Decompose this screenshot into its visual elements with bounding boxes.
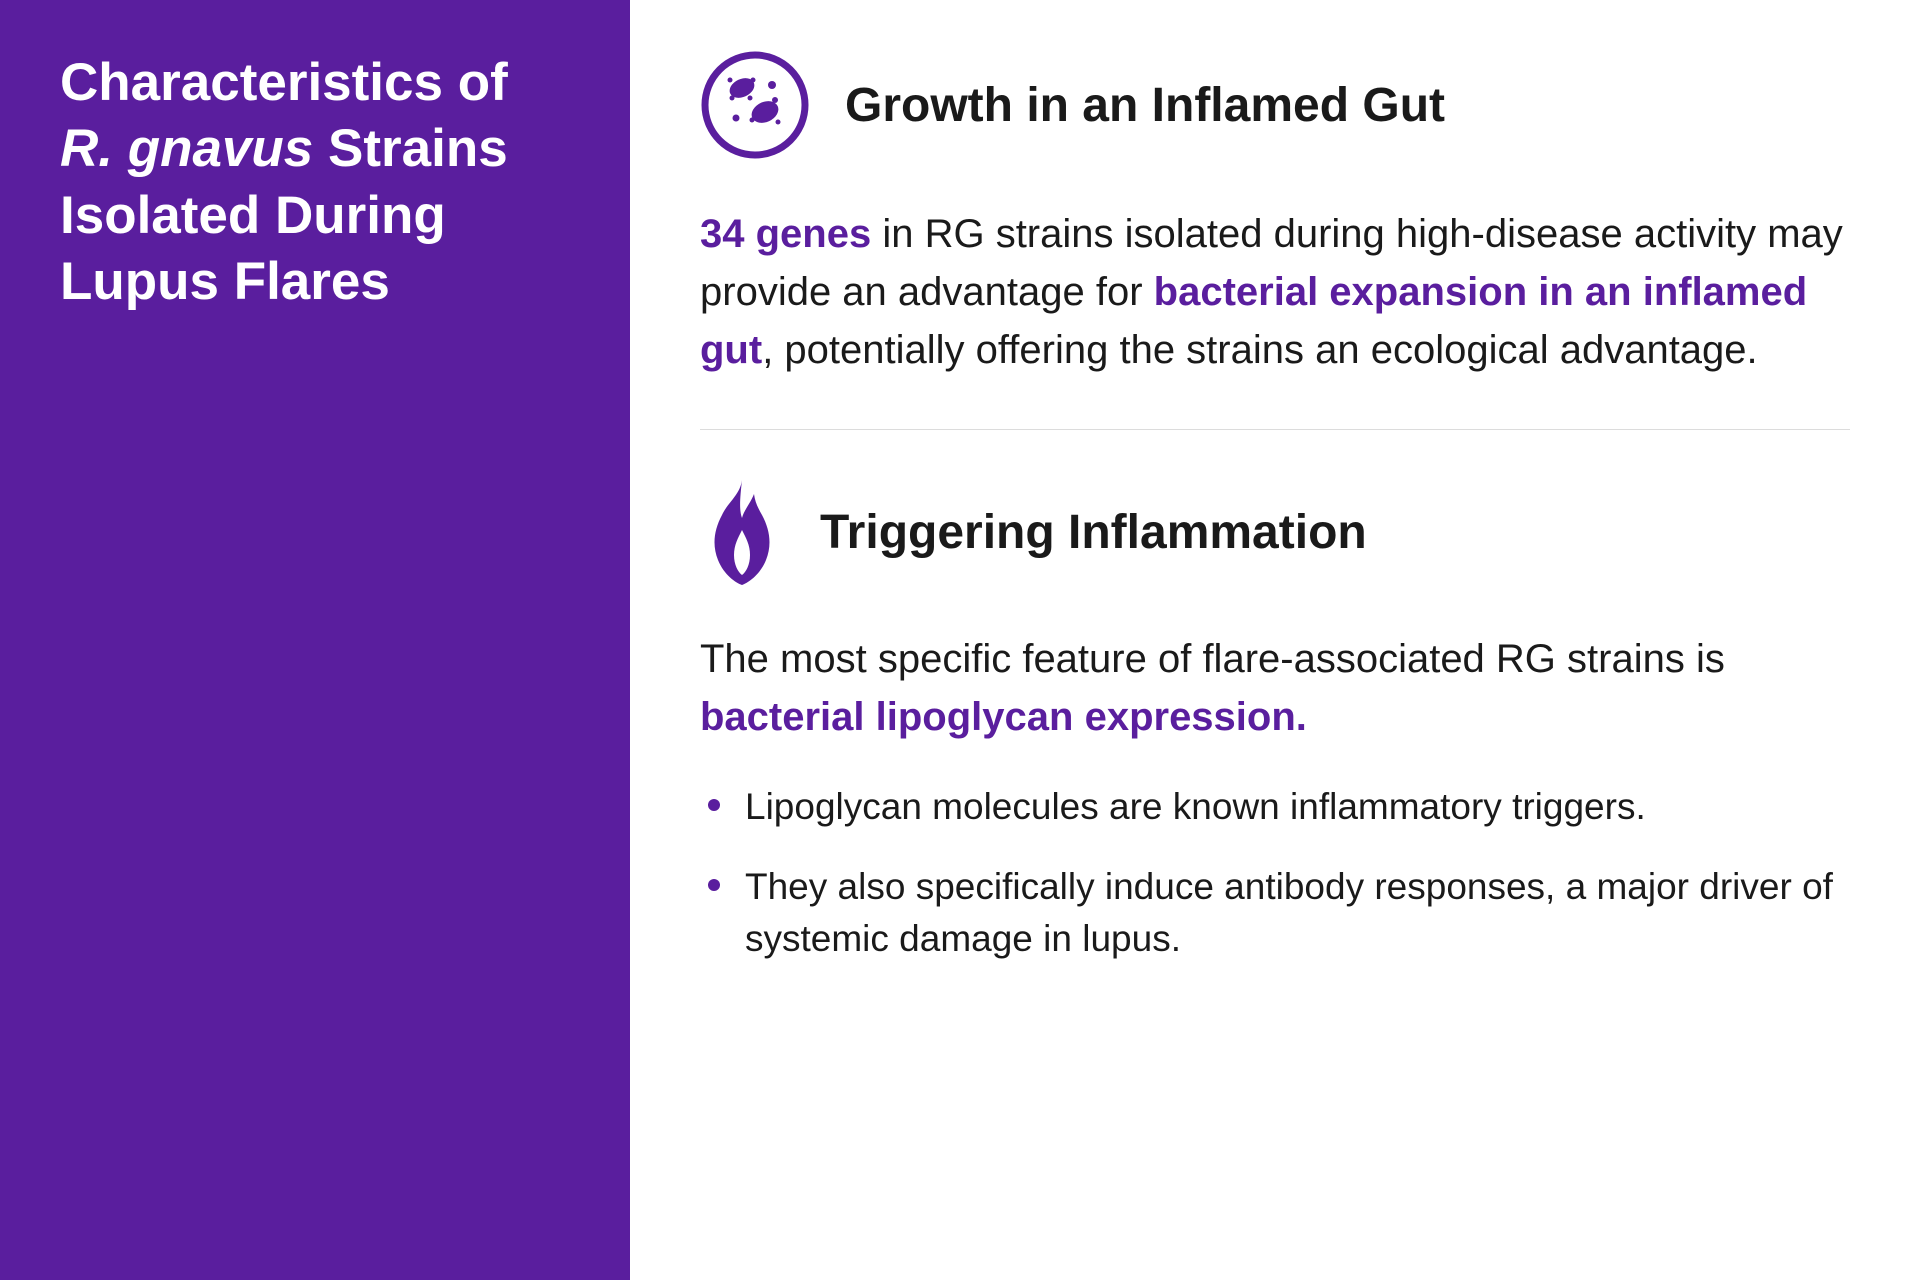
highlight-lipoglycan: bacterial lipoglycan expression.: [700, 695, 1307, 739]
section2-title: Triggering Inflammation: [820, 505, 1367, 560]
section-inflammation: Triggering Inflammation The most specifi…: [700, 480, 1850, 1042]
highlight-genes: 34 genes: [700, 212, 871, 256]
flame-icon: [700, 480, 785, 585]
content-area: Growth in an Inflamed Gut 34 genes in RG…: [630, 0, 1920, 1280]
section2-body: The most specific feature of flare-assoc…: [700, 630, 1850, 746]
section-header: Growth in an Inflamed Gut: [700, 50, 1850, 160]
section-growth: Growth in an Inflamed Gut 34 genes in RG…: [700, 50, 1850, 430]
body2-part1: The most specific feature of flare-assoc…: [700, 637, 1725, 681]
main-title: Characteristics of R. gnavus Strains Iso…: [60, 50, 570, 315]
section1-title: Growth in an Inflamed Gut: [845, 78, 1445, 133]
section-header: Triggering Inflammation: [700, 480, 1850, 585]
bullet-list: Lipoglycan molecules are known inflammat…: [700, 781, 1850, 964]
bullet-item: Lipoglycan molecules are known inflammat…: [700, 781, 1850, 833]
bullet-item: They also specifically induce antibody r…: [700, 861, 1850, 965]
section1-body: 34 genes in RG strains isolated during h…: [700, 205, 1850, 379]
body-part2: , potentially offering the strains an ec…: [762, 328, 1757, 372]
sidebar-panel: Characteristics of R. gnavus Strains Iso…: [0, 0, 630, 1280]
bacteria-petri-icon: [700, 50, 810, 160]
title-italic: R. gnavus: [60, 119, 313, 178]
title-line1: Characteristics of: [60, 53, 508, 112]
